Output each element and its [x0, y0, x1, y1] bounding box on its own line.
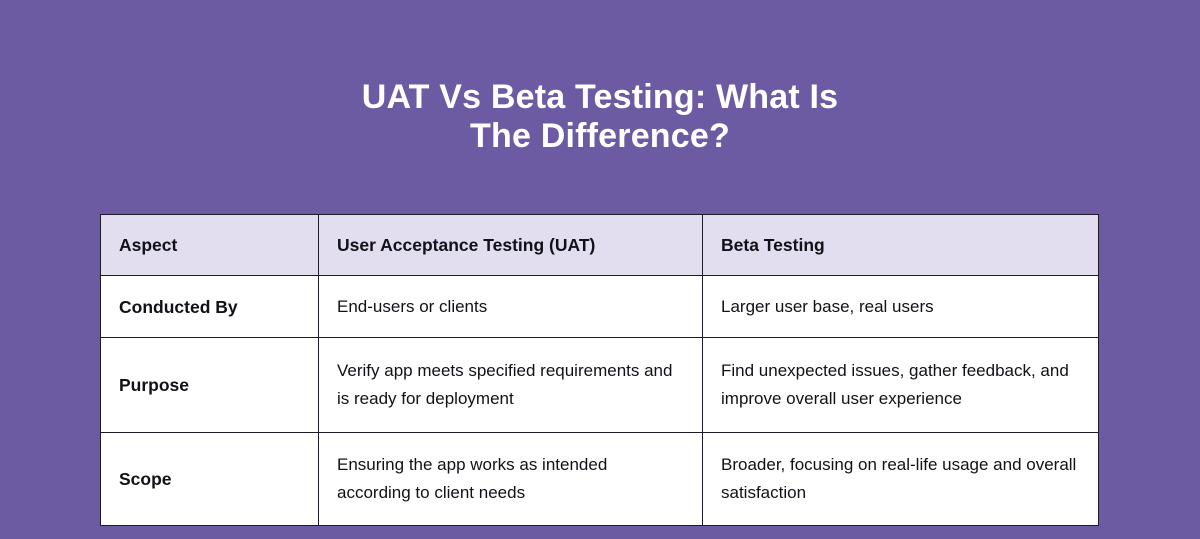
page-title-line-1: UAT Vs Beta Testing: What Is — [361, 78, 839, 116]
cell-purpose-beta: Find unexpected issues, gather feedback,… — [702, 337, 1099, 433]
row-label-conducted-by: Conducted By — [100, 275, 319, 338]
comparison-table-body: Conducted By End-users or clients Larger… — [100, 275, 1099, 526]
table-row-scope: Scope Ensuring the app works as intended… — [100, 432, 1099, 526]
column-header-uat: User Acceptance Testing (UAT) — [318, 214, 703, 276]
cell-scope-uat: Ensuring the app works as intended accor… — [318, 432, 703, 526]
header-row: Aspect User Acceptance Testing (UAT) Bet… — [100, 214, 1099, 276]
row-label-scope: Scope — [100, 432, 319, 526]
table-row-conducted-by: Conducted By End-users or clients Larger… — [100, 275, 1099, 338]
cell-scope-beta: Broader, focusing on real-life usage and… — [702, 432, 1099, 526]
page-title: UAT Vs Beta Testing: What Is The Differe… — [0, 78, 1200, 156]
row-label-purpose: Purpose — [100, 337, 319, 433]
table-row-purpose: Purpose Verify app meets specified requi… — [100, 337, 1099, 433]
cell-conducted-by-uat: End-users or clients — [318, 275, 703, 338]
comparison-table-header: Aspect User Acceptance Testing (UAT) Bet… — [100, 214, 1099, 276]
comparison-table: Aspect User Acceptance Testing (UAT) Bet… — [100, 214, 1099, 526]
cell-purpose-uat: Verify app meets specified requirements … — [318, 337, 703, 433]
column-header-beta-testing: Beta Testing — [702, 214, 1099, 276]
cell-conducted-by-beta: Larger user base, real users — [702, 275, 1099, 338]
column-header-aspect: Aspect — [100, 214, 319, 276]
page-title-line-2: The Difference? — [470, 117, 730, 155]
